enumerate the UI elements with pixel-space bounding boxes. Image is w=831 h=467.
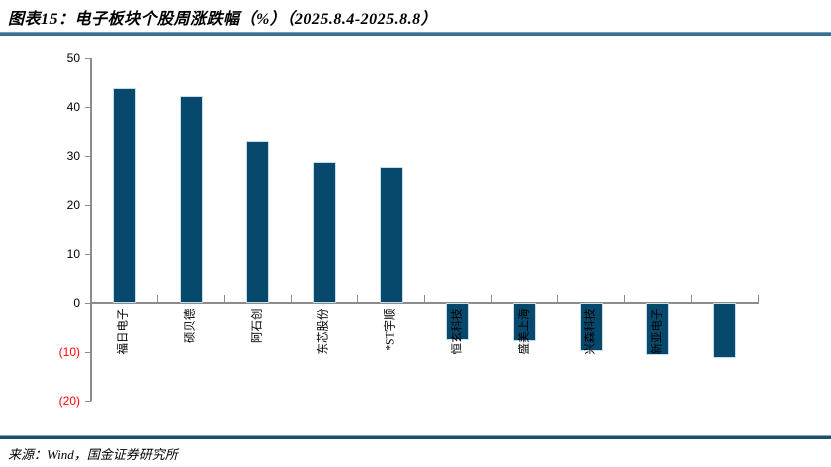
y-axis-tick — [85, 400, 91, 402]
x-axis-tick — [157, 295, 159, 304]
footer-rule-divider — [0, 435, 831, 439]
y-axis-tick — [85, 204, 91, 206]
x-category-label: *ST宇顺 — [384, 308, 397, 351]
x-axis-tick — [624, 295, 626, 304]
y-axis-tick-label: 30 — [66, 149, 80, 163]
x-axis-tick — [90, 295, 92, 304]
x-category-label: 阿石创 — [251, 308, 264, 344]
x-category-label: 盛美上海 — [518, 308, 531, 355]
y-axis-line — [90, 58, 92, 401]
bar-兴森科技 — [579, 303, 603, 351]
y-axis-tick — [85, 253, 91, 255]
x-category-label: 新亚电子 — [651, 308, 664, 355]
bar-阿石创 — [246, 141, 270, 303]
x-axis-tick — [290, 295, 292, 304]
x-category-label: 东芯股份 — [317, 308, 330, 355]
bar-福日电子 — [112, 87, 136, 303]
bar-东芯股份 — [312, 162, 336, 303]
y-axis-tick — [85, 106, 91, 108]
bar-*ST宇顺 — [379, 166, 403, 303]
x-axis-tick — [757, 295, 759, 304]
bar-新亚电子 — [646, 303, 670, 356]
y-axis-tick-label: (20) — [58, 394, 80, 408]
chart-title: 图表15：电子板块个股周涨跌幅（%）（2025.8.4-2025.8.8） — [8, 11, 438, 28]
y-axis-tick-label: 0 — [73, 296, 80, 310]
x-category-label: 硕贝德 — [184, 308, 197, 344]
x-category-label: 恒玄科技 — [451, 308, 464, 355]
y-axis-tick-label: (10) — [58, 345, 80, 359]
bar-盛美上海 — [513, 303, 537, 341]
bar-恒玄科技 — [446, 303, 470, 340]
y-axis-tick — [85, 57, 91, 59]
x-axis-tick — [357, 295, 359, 304]
y-axis-tick — [85, 351, 91, 353]
source-note: 来源：Wind，国金证券研究所 — [8, 447, 178, 462]
y-axis-tick — [85, 302, 91, 304]
y-axis-tick-label: 20 — [66, 198, 80, 212]
bar-硕贝德 — [179, 95, 203, 303]
x-category-label: 兴森科技 — [584, 308, 597, 355]
x-axis-tick — [557, 295, 559, 304]
x-axis-tick — [223, 295, 225, 304]
bar-col-10 — [713, 303, 737, 358]
y-axis-tick-label: 40 — [66, 100, 80, 114]
x-axis-tick — [690, 295, 692, 304]
y-axis-tick-label: 10 — [66, 247, 80, 261]
y-axis-tick — [85, 155, 91, 157]
x-axis-tick — [490, 295, 492, 304]
x-category-label: 福日电子 — [117, 308, 130, 355]
title-rule-divider — [0, 32, 831, 36]
y-axis-tick-label: 50 — [66, 51, 80, 65]
x-axis-tick — [424, 295, 425, 304]
